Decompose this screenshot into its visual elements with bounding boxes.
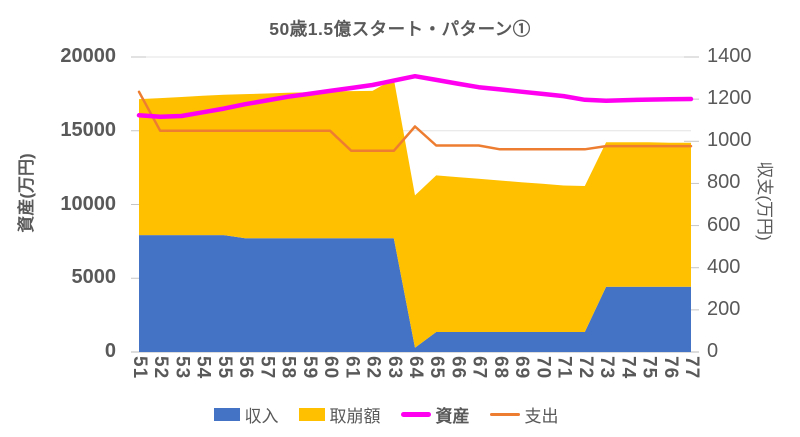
x-axis-tick-label: 67 — [468, 356, 490, 380]
area-series-取崩額 — [139, 78, 691, 348]
legend-swatch-支出 — [489, 413, 520, 416]
x-axis-tick-label: 76 — [659, 356, 681, 380]
right-axis-tick-label: 600 — [707, 213, 741, 236]
x-axis-tick-label: 63 — [383, 356, 405, 380]
x-axis-tick-label: 52 — [150, 356, 172, 380]
x-axis-tick-label: 51 — [129, 356, 150, 380]
left-axis-tick-label: 20000 — [60, 45, 116, 67]
x-axis-tick-label: 55 — [213, 356, 235, 380]
line-series-資産 — [136, 73, 694, 119]
x-axis-tick-label: 70 — [532, 356, 554, 380]
legend-item-資産: 資産 — [400, 402, 470, 427]
x-axis-tick-label: 62 — [362, 356, 384, 380]
legend-label: 収入 — [244, 407, 279, 426]
right-axis-tick-label: 1000 — [707, 129, 752, 152]
right-axis-tick-label: 1400 — [707, 45, 752, 67]
right-axis-title: 収支(万円) — [755, 161, 774, 241]
left-axis-tick-label: 0 — [104, 340, 116, 362]
legend-swatch-資産 — [400, 412, 431, 417]
left-axis-title: 資産(万円) — [17, 153, 36, 233]
legend-swatch-取崩額 — [298, 408, 325, 421]
legend-label: 支出 — [524, 407, 559, 426]
x-axis-tick-label: 61 — [341, 356, 363, 380]
line-series-支出 — [137, 90, 693, 153]
x-axis-tick-label: 59 — [298, 356, 320, 380]
x-axis-tick-label: 54 — [192, 356, 214, 380]
x-axis-tick-label: 58 — [277, 356, 299, 380]
legend-swatch-収入 — [213, 408, 240, 421]
legend-label: 資産 — [435, 407, 470, 426]
x-axis-tick-label: 64 — [405, 356, 426, 380]
right-axis-tick-label: 400 — [707, 255, 741, 278]
x-axis-tick-label: 65 — [426, 356, 448, 380]
x-axis-tick-label: 75 — [638, 356, 660, 380]
x-axis-tick-label: 68 — [489, 356, 511, 380]
right-axis-tick-label: 1200 — [707, 87, 752, 110]
x-axis-tick-label: 71 — [553, 356, 575, 380]
left-axis-tick-label: 15000 — [60, 118, 116, 141]
x-axis-tick-label: 74 — [617, 356, 639, 380]
chart-title: 50歳1.5億スタート・パターン① — [269, 19, 531, 39]
x-axis-tick-label: 72 — [574, 356, 596, 380]
legend-item-収入: 収入 — [213, 402, 279, 427]
x-axis-tick-label: 69 — [511, 356, 533, 380]
x-axis-tick-label: 60 — [320, 356, 342, 380]
x-axis-tick-label: 56 — [235, 356, 257, 380]
right-axis-tick-label: 200 — [707, 297, 741, 320]
left-axis-tick-label: 10000 — [60, 192, 116, 215]
legend-label: 取崩額 — [329, 407, 381, 426]
area-series-収入 — [139, 235, 691, 352]
legend-item-取崩額: 取崩額 — [298, 402, 381, 427]
x-axis-tick-label: 57 — [256, 356, 278, 380]
x-axis-tick-label: 66 — [447, 356, 469, 380]
legend-item-支出: 支出 — [489, 402, 559, 427]
left-axis-tick-label: 5000 — [71, 266, 117, 289]
right-axis-tick-label: 800 — [707, 171, 741, 194]
x-axis-tick-label: 77 — [681, 356, 702, 380]
x-axis-tick-label: 53 — [171, 356, 193, 380]
right-axis-tick-label: 0 — [707, 340, 719, 362]
legend: 収入 取崩額 資産 支出 — [0, 402, 786, 427]
x-axis-tick-label: 73 — [596, 356, 618, 380]
